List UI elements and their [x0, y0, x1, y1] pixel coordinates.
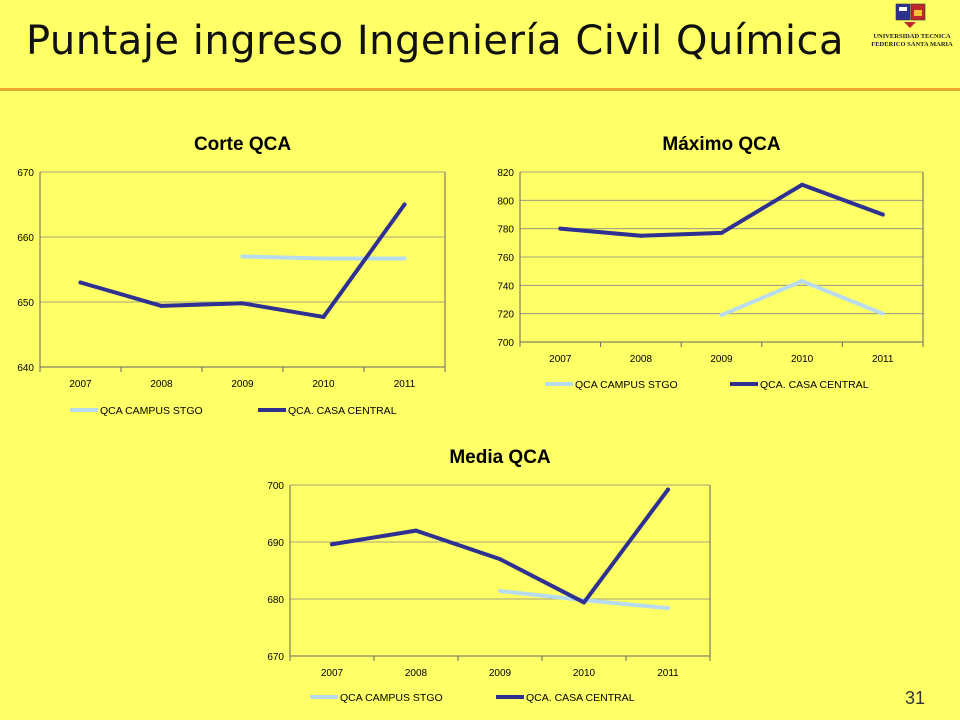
x-tick-label: 2009	[489, 668, 512, 679]
legend-label: QCA. CASA CENTRAL	[760, 379, 869, 391]
x-tick-label: 2011	[657, 668, 679, 679]
x-tick-label: 2007	[69, 379, 92, 390]
series-line-casa-central	[78, 202, 407, 319]
data-point	[330, 542, 334, 547]
y-tick-label: 690	[267, 538, 284, 549]
data-point	[78, 280, 83, 285]
x-tick-label: 2008	[630, 354, 653, 365]
page-title: Puntaje ingreso Ingeniería Civil Química	[26, 18, 845, 64]
data-point	[240, 254, 245, 259]
y-tick-label: 760	[497, 253, 514, 264]
data-point	[159, 303, 164, 308]
university-logo: UNIVERSIDAD TECNICA FEDERICO SANTA MARIA	[866, 2, 958, 62]
y-tick-label: 660	[17, 233, 34, 244]
logo-line-1: UNIVERSIDAD TECNICA	[873, 33, 951, 40]
x-tick-label: 2009	[231, 379, 254, 390]
y-tick-label: 640	[17, 363, 34, 374]
x-tick-label: 2008	[405, 668, 428, 679]
logo-line-2: FEDERICO SANTA MARIA	[871, 41, 953, 48]
x-tick-label: 2009	[710, 354, 733, 365]
data-point	[321, 314, 326, 319]
data-point	[666, 606, 670, 611]
legend-label: QCA. CASA CENTRAL	[288, 405, 397, 417]
x-tick-label: 2010	[791, 354, 814, 365]
chart-media-qca: Media QCA 670 680 690 700 2007 2008 2009 2010 201…	[240, 435, 720, 715]
series-line-casa-central	[330, 487, 670, 605]
data-point	[880, 212, 885, 217]
y-tick-label: 800	[497, 196, 514, 207]
data-point	[402, 202, 407, 207]
y-tick-label: 700	[497, 338, 514, 349]
data-point	[666, 487, 670, 492]
legend-label: QCA CAMPUS STGO	[575, 379, 678, 391]
x-tick-label: 2011	[872, 354, 894, 365]
series-line-casa-central	[558, 182, 885, 238]
data-point	[800, 279, 805, 284]
chart-maximo-qca: Máximo QCA 700 720 740 760 780 800 820 2007 2008 2…	[480, 122, 960, 402]
crest-icon	[895, 3, 926, 28]
data-point	[558, 226, 563, 231]
data-point	[582, 600, 586, 605]
y-tick-label: 670	[267, 652, 284, 663]
x-tick-label: 2010	[312, 379, 335, 390]
data-point	[638, 233, 643, 238]
x-tick-label: 2010	[573, 668, 596, 679]
y-tick-label: 780	[497, 225, 514, 236]
data-point	[800, 182, 805, 187]
data-point	[880, 311, 885, 316]
chart-svg-maximo: Máximo QCA 700 720 740 760 780 800 820 2007 2008 2…	[497, 134, 924, 391]
data-point	[498, 557, 502, 562]
chart-title: Máximo QCA	[662, 134, 781, 155]
data-point	[414, 528, 418, 533]
y-tick-label: 740	[497, 281, 514, 292]
x-tick-label: 2008	[150, 379, 173, 390]
x-tick-label: 2011	[394, 379, 416, 390]
x-tick-label: 2007	[321, 668, 344, 679]
x-tick-label: 2007	[549, 354, 572, 365]
y-tick-label: 700	[267, 481, 284, 492]
data-point	[498, 589, 502, 594]
data-point	[719, 313, 724, 318]
y-tick-label: 670	[17, 168, 34, 179]
chart-svg-media: Media QCA 670 680 690 700 2007 2008 2009 2010 201…	[267, 447, 711, 704]
data-point	[240, 301, 245, 306]
data-point	[719, 230, 724, 235]
series-line-campus-stgo	[719, 279, 885, 318]
page-number: 31	[905, 688, 926, 708]
chart-title: Media QCA	[449, 447, 551, 468]
y-tick-label: 680	[267, 595, 284, 606]
y-tick-label: 720	[497, 310, 514, 321]
y-tick-label: 820	[497, 168, 514, 179]
data-point	[402, 256, 407, 261]
chart-svg-corte: Corte QCA 640 650 660 670 2007 2008 2009 2010 201…	[17, 134, 446, 417]
data-point	[321, 256, 326, 261]
legend-label: QCA CAMPUS STGO	[340, 692, 443, 704]
legend-label: QCA CAMPUS STGO	[100, 405, 203, 417]
legend-label: QCA. CASA CENTRAL	[526, 692, 635, 704]
chart-title: Corte QCA	[194, 134, 291, 155]
title-divider	[0, 88, 960, 91]
y-tick-label: 650	[17, 298, 34, 309]
chart-corte-qca: Corte QCA 640 650 660 670 2007 2008 2009 2010 201…	[0, 122, 480, 427]
